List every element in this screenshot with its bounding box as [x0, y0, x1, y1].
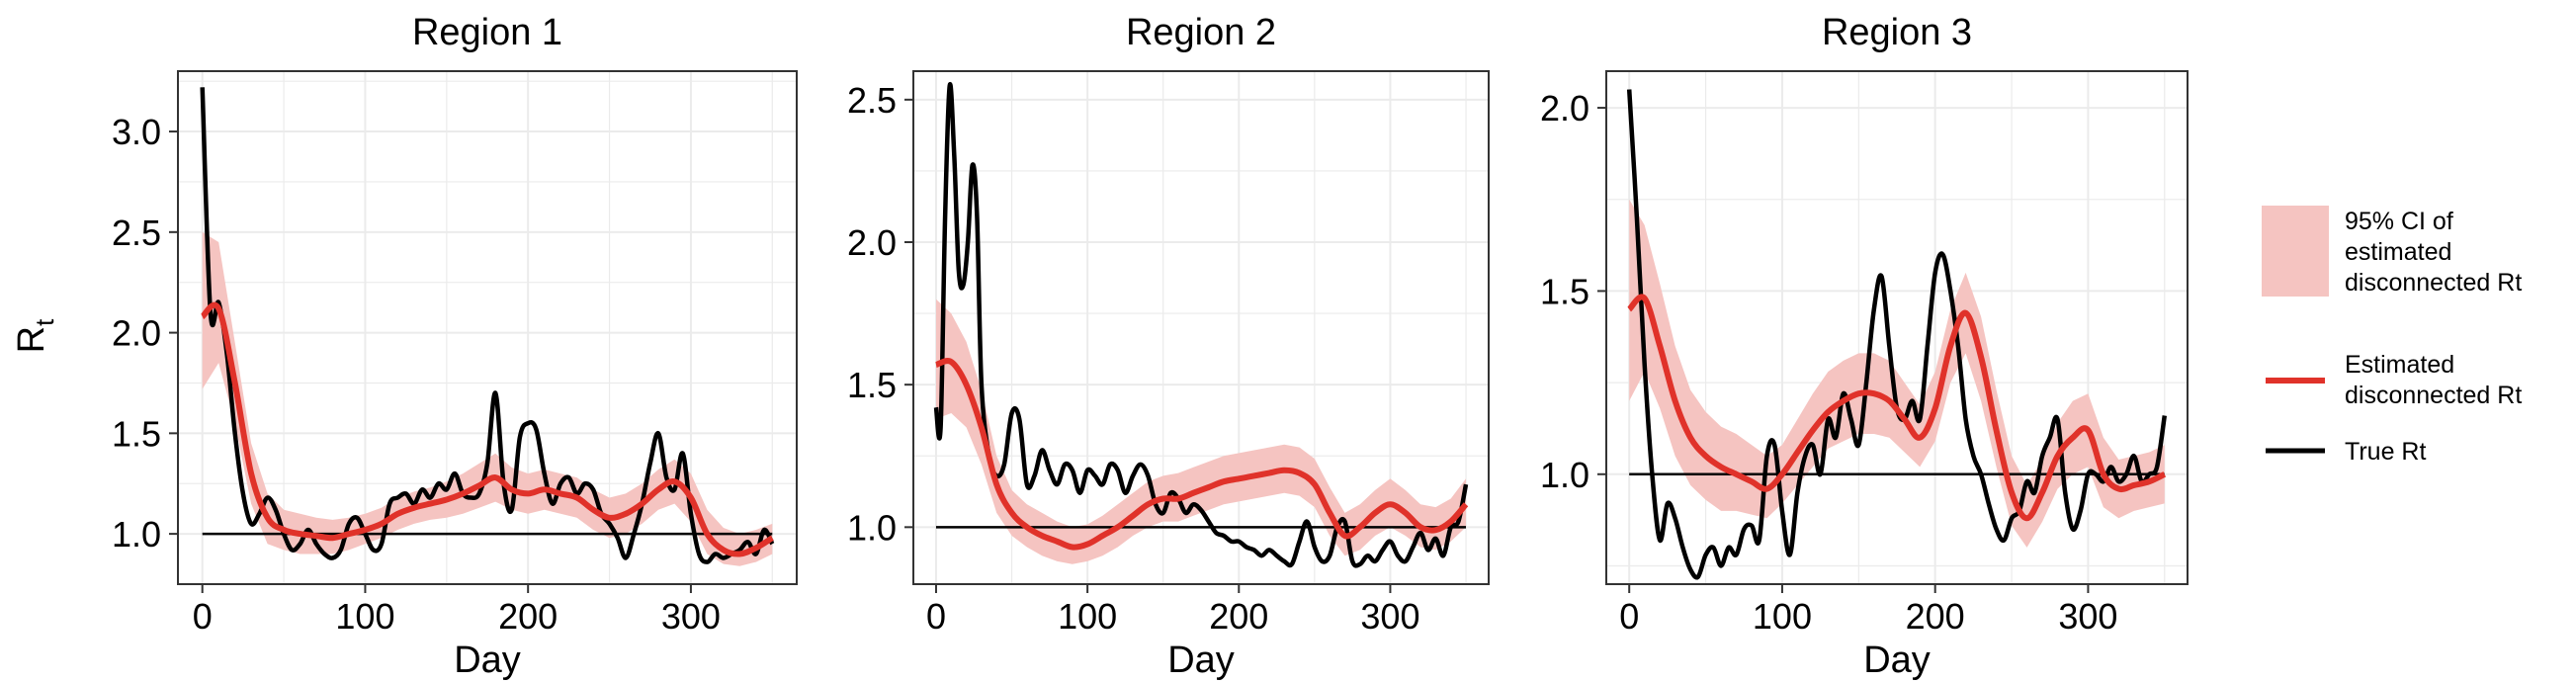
legend-key-ci [2262, 206, 2329, 297]
x-tick-label: 200 [498, 596, 558, 637]
x-tick-label: 0 [193, 596, 213, 637]
x-tick-label: 300 [2058, 596, 2117, 637]
y-tick-label: 2.5 [847, 80, 897, 121]
x-tick-label: 300 [1360, 596, 1419, 637]
legend-label-ci: estimated [2345, 238, 2451, 266]
true-rt-line [1626, 89, 2168, 580]
y-tick-label: 2.0 [847, 222, 897, 263]
y-tick-label: 1.5 [112, 413, 161, 454]
ci-ribbon [1629, 199, 2165, 548]
panel-title: Region 1 [412, 12, 562, 53]
x-tick-label: 0 [1619, 596, 1639, 637]
estimated-rt-line [200, 301, 774, 557]
panel-title: Region 2 [1126, 12, 1276, 53]
x-tick-label: 100 [1058, 596, 1117, 637]
legend-label-ci: disconnected Rt [2345, 269, 2522, 297]
legend-label-ci: 95% CI of [2345, 208, 2453, 235]
y-tick-label: 1.0 [847, 507, 897, 548]
x-tick-label: 200 [1906, 596, 1965, 637]
panel-title: Region 3 [1822, 12, 1972, 53]
chart-panel-2: 0 100 200 300 1.0 1.5 2.0 2.5 Region 2 Day [847, 12, 1490, 681]
panel-border [177, 70, 798, 585]
panel-background [1606, 71, 2188, 584]
x-axis-label: Day [454, 640, 521, 681]
y-tick-label: 2.0 [112, 313, 161, 354]
x-tick-label: 100 [335, 596, 394, 637]
plot-area [200, 87, 775, 566]
estimated-rt-line [1627, 294, 2167, 522]
y-tick-label: 1.5 [847, 365, 897, 405]
y-tick-label: 2.5 [112, 213, 161, 253]
x-axis-label: Day [1167, 640, 1235, 681]
legend: 95% CI of estimated disconnected Rt Estimat… [2262, 206, 2522, 466]
legend-label-true: True Rt [2345, 438, 2426, 466]
y-tick-label: 2.0 [1540, 88, 1589, 128]
x-tick-label: 100 [1753, 596, 1812, 637]
true-rt-line [933, 81, 1469, 568]
plot-area [1626, 89, 2168, 580]
y-tick-label: 3.0 [112, 112, 161, 152]
x-axis-label: Day [1863, 640, 1931, 681]
legend-label-estimate: Estimated [2345, 351, 2454, 379]
chart-panel-3: 0 100 200 300 1.0 1.5 2.0 Region 3 Day [1540, 12, 2189, 681]
ci-ribbon [936, 299, 1466, 564]
y-tick-label: 1.5 [1540, 271, 1589, 311]
x-tick-label: 300 [661, 596, 721, 637]
panel-border [912, 70, 1490, 585]
chart-panel-1: 0 100 200 300 1.0 1.5 2.0 2.5 3.0 Region 1 Day [112, 12, 798, 681]
y-tick-label: 1.0 [112, 514, 161, 555]
estimated-rt-line [935, 358, 1469, 551]
panel-border [1605, 70, 2189, 585]
y-tick-label: 1.0 [1540, 455, 1589, 495]
y-axis-label: Rt [11, 318, 59, 353]
x-tick-label: 200 [1209, 596, 1268, 637]
x-tick-label: 0 [926, 596, 946, 637]
plot-area [933, 81, 1469, 568]
chart-panels: 0 100 200 300 1.0 1.5 2.0 2.5 3.0 Region 1 Day 0 100… [112, 12, 2189, 681]
legend-label-estimate: disconnected Rt [2345, 382, 2522, 409]
